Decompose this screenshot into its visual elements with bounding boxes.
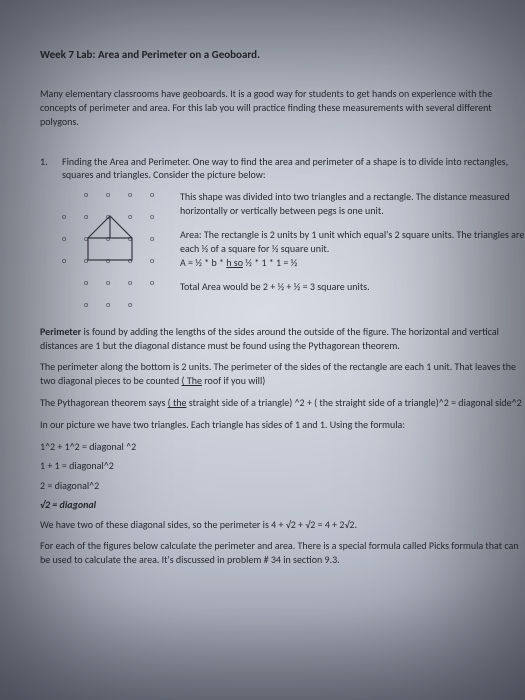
fig-p3: Total Area would be 2 + ½ + ½ = 3 square… [180, 280, 525, 294]
para-perimeter-2: The perimeter along the bottom is 2 unit… [40, 360, 525, 388]
fig-p2: Area: The rectangle is 2 units by 1 unit… [180, 228, 525, 270]
eq-3: 2 = diagonal^2 [40, 479, 525, 493]
fig-p2b: A = ½ * b * h so ½ * 1 * 1 = ½ [180, 256, 297, 269]
figure-text: This shape was divided into two triangle… [172, 190, 525, 315]
item-1-number: 1. [40, 155, 62, 182]
para-two-diagonals: We have two of these diagonal sides, so … [40, 518, 525, 532]
page-title: Week 7 Lab: Area and Perimeter on a Geob… [40, 48, 525, 63]
figure-row: oooooooooooooooooooooooooooooo This shap… [62, 190, 525, 315]
page: Week 7 Lab: Area and Perimeter on a Geob… [0, 0, 525, 567]
eq-2: 1 + 1 = diagonal^2 [40, 459, 525, 473]
geoboard-shape [62, 190, 172, 322]
perimeter-label: Perimeter [40, 325, 81, 338]
para-end: For each of the figures below calculate … [40, 539, 525, 567]
para-pythagorean: The Pythagorean theorem says ( the strai… [40, 396, 525, 410]
para-perimeter-1b: is found by adding the lengths of the si… [40, 325, 499, 352]
para-our-picture: In our picture we have two triangles. Ea… [40, 418, 525, 432]
fig-p1: This shape was divided into two triangle… [180, 190, 525, 218]
para-perimeter-1: Perimeter is found by adding the lengths… [40, 325, 525, 353]
item-1: 1. Finding the Area and Perimeter. One w… [40, 155, 525, 182]
eq-1: 1^2 + 1^2 = diagonal ^2 [40, 440, 525, 454]
intro-paragraph: Many elementary classrooms have geoboard… [40, 87, 525, 129]
fig-p2a: Area: The rectangle is 2 units by 1 unit… [180, 228, 524, 255]
item-1-lead: Finding the Area and Perimeter. One way … [62, 155, 525, 182]
geoboard-figure: oooooooooooooooooooooooooooooo [62, 190, 172, 315]
eq-4: √2 = diagonal [40, 498, 525, 512]
